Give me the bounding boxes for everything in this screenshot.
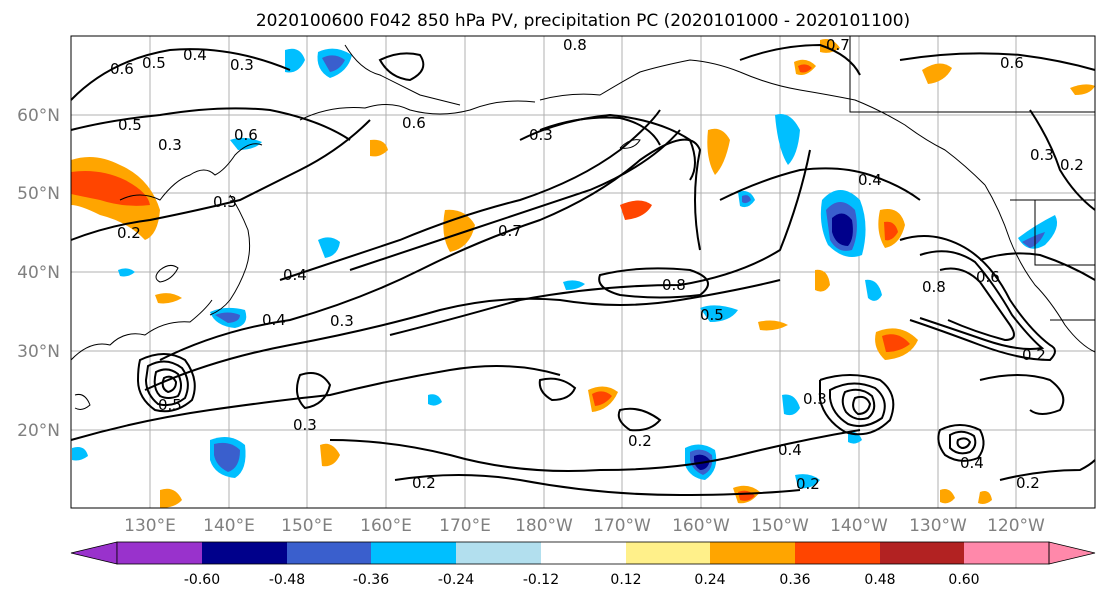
lon-label: 160°E (360, 516, 412, 536)
colorbar-segment (795, 542, 880, 564)
lat-label: 20°N (17, 421, 60, 441)
colorbar-segment (202, 542, 287, 564)
lon-label: 140°W (830, 516, 888, 536)
lat-label: 30°N (17, 342, 60, 362)
colorbar-segment (70, 541, 118, 565)
colorbar-tick-label: 0.36 (779, 572, 810, 588)
contour-label: 0.6 (402, 114, 426, 132)
contour-label: 0.4 (858, 171, 882, 189)
lat-label: 50°N (17, 184, 60, 204)
contour-label: 0.3 (293, 416, 317, 434)
pv-contours (70, 43, 1096, 497)
contour-label: 0.4 (283, 266, 307, 284)
map-frame (70, 35, 1096, 509)
colorbar-segment (626, 542, 710, 564)
contour-label: 0.3 (330, 312, 354, 330)
contour-label: 0.4 (262, 311, 286, 329)
colorbar: -0.60 -0.48 -0.36 -0.24 -0.12 0.12 0.24 … (70, 541, 1096, 588)
contour-label: 0.2 (117, 224, 141, 242)
lon-label: 130°E (124, 516, 176, 536)
colorbar-segment (371, 542, 456, 564)
colorbar-tick-label: -0.24 (438, 572, 474, 588)
lon-label: 170°E (439, 516, 491, 536)
lon-label: 120°W (987, 516, 1045, 536)
colorbar-segment (456, 542, 541, 564)
colorbar-tick-label: -0.60 (184, 572, 220, 588)
lon-label: 170°W (593, 516, 651, 536)
colorbar-tick-label: 0.48 (864, 572, 895, 588)
lon-label: 130°W (909, 516, 967, 536)
contour-label: 0.4 (960, 454, 984, 472)
contour-label: 0.5 (700, 306, 724, 324)
contour-label: 0.6 (976, 268, 1000, 286)
colorbar-tick-label: 0.12 (610, 572, 641, 588)
colorbar-tick-label: -0.48 (269, 572, 305, 588)
precipitation-shading (71, 39, 1095, 508)
lon-label: 150°E (281, 516, 333, 536)
contour-label: 0.8 (563, 36, 587, 54)
colorbar-segment (117, 542, 202, 564)
colorbar-segment (1048, 541, 1096, 565)
contour-label: 0.3 (529, 126, 553, 144)
lon-label: 140°E (203, 516, 255, 536)
lon-label: 150°W (751, 516, 809, 536)
contour-label: 0.4 (778, 441, 802, 459)
contour-label: 0.2 (1022, 346, 1046, 364)
contour-label: 0.3 (1030, 146, 1054, 164)
contour-label: 0.3 (158, 136, 182, 154)
contour-label: 0.8 (922, 278, 946, 296)
contour-label: 0.3 (213, 193, 237, 211)
figure-title: 2020100600 F042 850 hPa PV, precipitatio… (256, 11, 910, 31)
contour-label: 0.2 (1060, 156, 1084, 174)
lon-label: 160°W (672, 516, 730, 536)
contour-label: 0.3 (803, 390, 827, 408)
contour-label: 0.2 (796, 475, 820, 493)
contour-label: 0.4 (183, 46, 207, 64)
colorbar-segment (287, 542, 371, 564)
colorbar-segment (964, 542, 1049, 564)
colorbar-tick-label: -0.12 (523, 572, 559, 588)
contour-label: 0.3 (230, 56, 254, 74)
colorbar-tick-label: 0.24 (694, 572, 725, 588)
colorbar-segment (710, 542, 795, 564)
latitude-labels: 60°N 50°N 40°N 30°N 20°N (17, 106, 60, 441)
contour-label: 0.7 (826, 36, 850, 54)
contour-label: 0.2 (412, 474, 436, 492)
contour-label: 0.5 (142, 54, 166, 72)
contour-labels: 0.6 0.5 0.4 0.3 0.8 0.7 0.6 0.5 0.3 0.6 … (110, 36, 1084, 493)
lon-label: 180°W (515, 516, 573, 536)
lat-label: 40°N (17, 263, 60, 283)
colorbar-tick-label: -0.36 (353, 572, 389, 588)
contour-label: 0.2 (1016, 474, 1040, 492)
longitude-labels: 130°E 140°E 150°E 160°E 170°E 180°W 170°… (124, 516, 1045, 536)
contour-label: 0.5 (118, 116, 142, 134)
coastlines (70, 36, 1096, 410)
contour-label: 0.6 (234, 126, 258, 144)
colorbar-segment (541, 542, 626, 564)
contour-label: 0.6 (110, 60, 134, 78)
contour-label: 0.6 (1000, 54, 1024, 72)
contour-label: 0.5 (158, 396, 182, 414)
lat-label: 60°N (17, 106, 60, 126)
contour-label: 0.7 (498, 222, 522, 240)
colorbar-tick-label: 0.60 (948, 572, 979, 588)
colorbar-segment (880, 542, 964, 564)
contour-label: 0.2 (628, 432, 652, 450)
contour-label: 0.8 (662, 276, 686, 294)
